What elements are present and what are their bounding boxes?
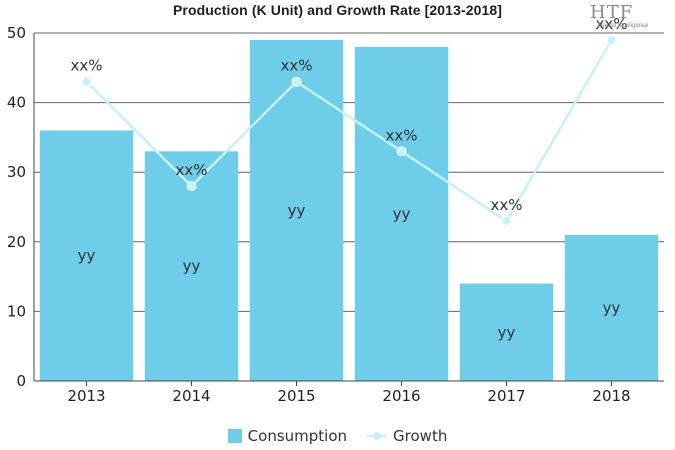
x-tick-label: 2018 (592, 387, 630, 405)
bar-data-label: yy (288, 201, 306, 219)
legend-item-growth[interactable]: Growth (367, 427, 447, 445)
bar-data-label: yy (78, 247, 96, 265)
bar-data-label: yy (603, 299, 621, 317)
growth-line (85, 39, 613, 223)
bar-data-label: yy (393, 205, 411, 223)
legend-label-consumption: Consumption (247, 427, 348, 445)
growth-data-label: xx% (70, 57, 102, 75)
y-tick-label: 30 (7, 163, 26, 181)
growth-data-label: xx% (280, 57, 312, 75)
growth-point (501, 215, 512, 226)
bar-data-label: yy (183, 257, 201, 275)
y-tick-label: 10 (7, 302, 26, 320)
growth-point (186, 181, 197, 192)
brand-logo: HTF Market Intelligence (590, 2, 662, 32)
legend-item-consumption[interactable]: Consumption (227, 427, 348, 445)
bar-2018 (564, 234, 659, 381)
grid-layer (34, 32, 664, 312)
y-tick-label: 50 (7, 24, 26, 42)
legend-label-growth: Growth (393, 427, 448, 445)
chart-legend: Consumption Growth (0, 426, 675, 446)
legend-swatch-bar (227, 429, 242, 443)
bar-layer (39, 39, 659, 382)
bar-2017 (459, 283, 554, 381)
x-tick-label: 2017 (487, 387, 525, 405)
growth-point (291, 76, 302, 87)
growth-point (396, 146, 407, 157)
x-tick-label: 2014 (172, 387, 210, 405)
line-layer: xx% xx% xx% xx% xx% xx% (70, 15, 628, 226)
x-tick-label: 2016 (382, 387, 420, 405)
legend-swatch-line (367, 429, 388, 443)
y-tick-label: 0 (16, 372, 26, 390)
bar-2013 (39, 130, 134, 381)
brand-logo-text: HTF (590, 2, 634, 23)
bar-2015 (249, 39, 344, 382)
legend-swatch-line-point (373, 432, 382, 440)
y-tick-label: 40 (7, 94, 26, 112)
x-tick-label: 2015 (277, 387, 315, 405)
chart-title: Production (K Unit) and Growth Rate [201… (172, 2, 503, 18)
x-tick-label: 2013 (67, 387, 105, 405)
brand-subtitle: Market Intelligence (598, 23, 649, 29)
growth-data-label: xx% (385, 126, 417, 144)
y-tick-label: 20 (7, 233, 26, 251)
bar-label-layer: yy yy yy yy yy yy (78, 201, 621, 341)
growth-data-label: xx% (490, 196, 522, 214)
axis-layer: 0 10 20 30 40 50 2013 2014 2015 2016 2017 2018 (7, 24, 664, 405)
bar-data-label: yy (498, 323, 516, 341)
bar-2016 (354, 46, 449, 382)
growth-data-label: xx% (175, 161, 207, 179)
growth-data-label: xx% (595, 15, 627, 33)
growth-point (606, 34, 617, 45)
growth-point (81, 76, 92, 87)
